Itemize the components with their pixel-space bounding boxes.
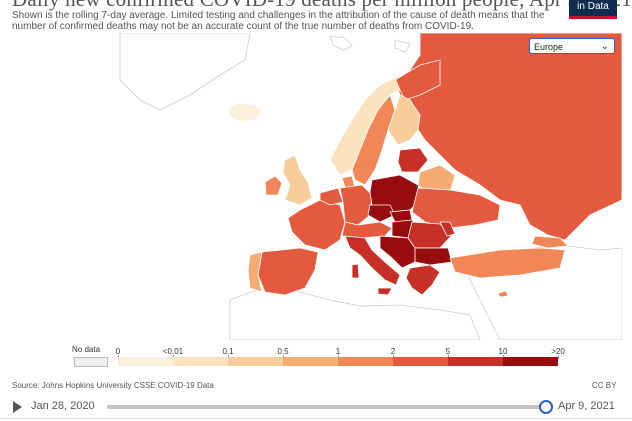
- legend-tick-label: 2: [390, 347, 396, 356]
- country-iceland[interactable]: [227, 102, 263, 123]
- region-select-value: Europe: [534, 42, 564, 52]
- legend-tick-label: 10: [498, 347, 508, 356]
- timeline[interactable]: Jan 28, 2020 Apr 9, 2021: [0, 393, 632, 421]
- timeline-start-date: Jan 28, 2020: [31, 400, 95, 412]
- choropleth-map[interactable]: [0, 33, 622, 340]
- play-icon[interactable]: [13, 401, 22, 413]
- legend-bin-swatch: [118, 357, 173, 366]
- country-cyprus[interactable]: [497, 290, 509, 298]
- country-germany[interactable]: [339, 184, 373, 226]
- country-czechia[interactable]: [367, 204, 396, 223]
- country-italy-islands[interactable]: [351, 263, 393, 296]
- region-select[interactable]: Europe ⌄: [529, 38, 615, 54]
- legend-tick-label: 5: [445, 347, 451, 356]
- arctic-islands: [329, 35, 411, 53]
- legend-tick-label: 0: [115, 347, 121, 356]
- country-bulgaria[interactable]: [414, 247, 453, 266]
- timeline-track-fill: [107, 405, 545, 409]
- country-alpine[interactable]: [341, 221, 393, 239]
- legend-tick-label: 0.1: [222, 347, 234, 356]
- legend-tick-label: 0.5: [277, 347, 289, 356]
- legend-bin-swatch: [448, 357, 503, 366]
- legend-no-data-swatch: [74, 357, 108, 367]
- chart-title: Daily new confirmed COVID-19 deaths per …: [12, 0, 632, 12]
- country-portugal[interactable]: [247, 251, 263, 293]
- timeline-handle[interactable]: [539, 400, 553, 414]
- legend-bin-swatch: [283, 357, 338, 366]
- country-turkey[interactable]: [449, 247, 566, 279]
- country-uk[interactable]: [282, 154, 313, 206]
- legend-tick-label: 1: [335, 347, 341, 356]
- country-benelux[interactable]: [319, 187, 344, 206]
- license-link[interactable]: CC BY: [592, 381, 617, 390]
- legend-bin-swatch: [503, 357, 558, 366]
- color-legend: No data 0 <0.01 0.1 0.5 1 2 5 10 >20: [72, 345, 572, 375]
- country-caucasus[interactable]: [531, 235, 569, 249]
- timeline-track[interactable]: [107, 405, 545, 409]
- source-note: Source: Johns Hopkins University CSSE CO…: [12, 381, 214, 390]
- legend-no-data-label: No data: [72, 345, 101, 354]
- legend-bin-swatch: [393, 357, 448, 366]
- country-greece[interactable]: [405, 264, 441, 296]
- country-spain[interactable]: [257, 247, 319, 296]
- legend-tick-mark: [558, 355, 559, 359]
- country-france[interactable]: [287, 199, 346, 251]
- country-ireland[interactable]: [264, 175, 283, 196]
- north-africa: [229, 284, 481, 340]
- country-balkans[interactable]: [379, 235, 416, 269]
- country-baltics[interactable]: [397, 147, 429, 173]
- legend-bin-swatch: [228, 357, 283, 366]
- country-italy[interactable]: [344, 235, 401, 286]
- legend-tick-label: >20: [551, 347, 565, 356]
- country-greenland[interactable]: [119, 33, 251, 111]
- chart-subtitle: Shown is the rolling 7-day average. Limi…: [12, 10, 545, 32]
- country-moldova[interactable]: [439, 221, 456, 237]
- bottom-divider: [0, 418, 632, 419]
- owid-logo[interactable]: in Data: [569, 0, 617, 19]
- timeline-end-date: Apr 9, 2021: [558, 400, 615, 412]
- chevron-down-icon: ⌄: [600, 41, 609, 52]
- europe-map-svg: [119, 33, 622, 340]
- country-finland[interactable]: [387, 94, 421, 146]
- country-sweden[interactable]: [351, 94, 396, 186]
- legend-bin-swatch: [173, 357, 228, 366]
- country-ukraine[interactable]: [411, 187, 501, 229]
- legend-tick-label: <0.01: [162, 347, 184, 356]
- legend-bin-swatch: [338, 357, 393, 366]
